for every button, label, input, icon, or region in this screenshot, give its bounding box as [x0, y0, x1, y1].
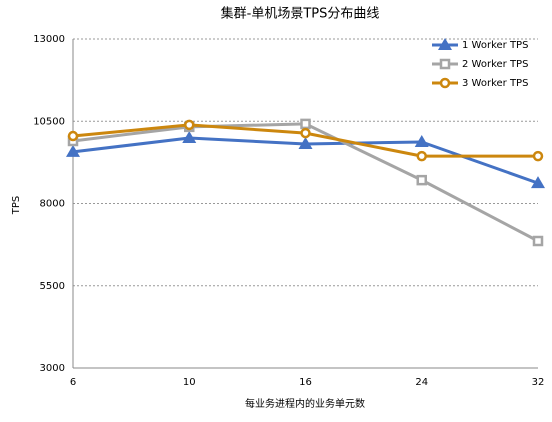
x-tick-label: 32: [532, 377, 545, 388]
legend-label: 3 Worker TPS: [462, 78, 528, 89]
legend-marker: [439, 77, 451, 89]
marker: [182, 131, 197, 144]
y-tick-label: 3000: [40, 363, 65, 374]
marker: [300, 118, 311, 130]
marker: [414, 134, 429, 147]
x-axis-label: 每业务进程内的业务单元数: [245, 397, 365, 410]
marker: [66, 144, 80, 157]
marker: [67, 130, 79, 142]
marker: [416, 150, 427, 162]
x-tick-label: 24: [415, 377, 428, 388]
marker: [416, 174, 427, 186]
marker: [298, 136, 313, 149]
legend-label: 1 Worker TPS: [462, 40, 528, 51]
y-tick-label: 13000: [33, 34, 65, 45]
marker: [184, 119, 195, 131]
chart-title: 集群-单机场景TPS分布曲线: [221, 6, 380, 22]
legend-marker: [438, 38, 452, 50]
legend-marker: [439, 58, 451, 70]
x-tick-label: 10: [183, 377, 196, 388]
marker: [532, 235, 544, 247]
y-axis-label: TPS: [11, 196, 22, 216]
y-tick-label: 5500: [40, 281, 65, 292]
y-tick-label: 10500: [33, 116, 65, 127]
marker: [531, 176, 545, 189]
marker: [532, 150, 544, 162]
x-tick-label: 16: [299, 377, 312, 388]
legend-label: 2 Worker TPS: [462, 59, 528, 70]
y-tick-label: 8000: [40, 199, 65, 210]
marker: [300, 127, 311, 139]
x-tick-label: 6: [70, 377, 76, 388]
